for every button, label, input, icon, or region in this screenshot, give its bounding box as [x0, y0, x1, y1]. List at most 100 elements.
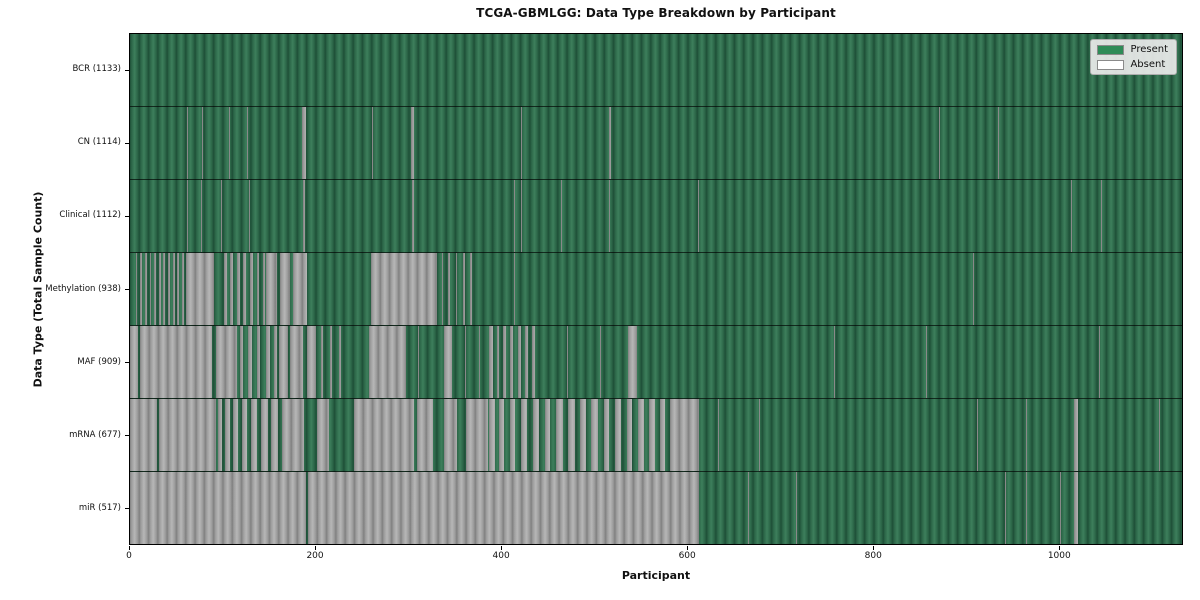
absent-segment — [509, 399, 516, 471]
absent-segment — [609, 180, 611, 252]
absent-segment — [747, 472, 749, 544]
absent-segment — [215, 326, 237, 398]
ytick-mark — [125, 215, 129, 217]
xtick-label-1000: 1000 — [1047, 551, 1071, 561]
absent-swatch — [1097, 59, 1125, 70]
absent-segment — [354, 399, 414, 471]
absent-segment — [221, 180, 223, 252]
absent-segment — [250, 253, 253, 325]
absent-segment — [416, 399, 434, 471]
row-container — [130, 34, 1182, 544]
absent-segment — [411, 180, 414, 252]
absent-segment — [591, 399, 598, 471]
absent-segment — [627, 326, 637, 398]
absent-segment — [520, 107, 522, 179]
row-miR — [130, 472, 1182, 544]
absent-segment — [158, 399, 216, 471]
absent-segment — [230, 253, 234, 325]
absent-segment — [1025, 472, 1027, 544]
absent-segment — [463, 253, 465, 325]
absent-segment — [532, 399, 540, 471]
xtick-mark — [501, 546, 503, 550]
absent-segment — [499, 399, 504, 471]
xtick-mark — [687, 546, 689, 550]
absent-segment — [177, 253, 180, 325]
absent-segment — [144, 253, 147, 325]
xtick-mark — [129, 546, 130, 550]
absent-segment — [274, 326, 277, 398]
absent-segment — [302, 107, 306, 179]
chart-title: TCGA-GBMLGG: Data Type Breakdown by Part… — [476, 6, 836, 20]
absent-segment — [292, 253, 307, 325]
absent-segment — [520, 180, 522, 252]
ytick-label-BCR: BCR (1133) — [72, 64, 122, 75]
legend-label-absent: Absent — [1130, 59, 1166, 70]
row-Methylation — [130, 253, 1182, 326]
absent-segment — [256, 326, 261, 398]
absent-segment — [256, 253, 260, 325]
absent-segment — [158, 253, 161, 325]
absent-segment — [370, 253, 437, 325]
absent-segment — [470, 253, 473, 325]
absent-segment — [698, 180, 700, 252]
absent-segment — [514, 253, 516, 325]
ytick-label-miR: miR (517) — [78, 502, 121, 513]
absent-segment — [977, 399, 979, 471]
present-swatch — [1097, 44, 1125, 55]
absent-segment — [531, 326, 535, 398]
absent-segment — [441, 253, 444, 325]
absent-segment — [520, 399, 528, 471]
absent-segment — [265, 326, 270, 398]
legend: Present Absent — [1090, 39, 1177, 75]
absent-segment — [525, 326, 529, 398]
absent-segment — [185, 253, 214, 325]
absent-segment — [496, 326, 500, 398]
ytick-label-mRNA: mRNA (677) — [69, 429, 121, 440]
absent-segment — [371, 107, 373, 179]
absent-segment — [263, 253, 265, 325]
absent-segment — [330, 326, 332, 398]
absent-segment — [1074, 472, 1078, 544]
absent-segment — [489, 326, 493, 398]
absent-segment — [503, 326, 506, 398]
absent-segment — [614, 399, 622, 471]
absent-segment — [410, 107, 414, 179]
absent-segment — [201, 107, 203, 179]
absent-segment — [465, 399, 489, 471]
absent-segment — [306, 326, 317, 398]
absent-segment — [626, 399, 633, 471]
absent-segment — [556, 399, 563, 471]
absent-segment — [1071, 180, 1073, 252]
legend-entry-present: Present — [1097, 44, 1168, 55]
absent-segment — [1025, 399, 1027, 471]
absent-segment — [560, 180, 562, 252]
absent-segment — [939, 107, 941, 179]
absent-segment — [1158, 399, 1160, 471]
absent-segment — [464, 326, 466, 398]
ytick-label-Methylation: Methylation (938) — [45, 283, 121, 294]
absent-segment — [140, 326, 212, 398]
absent-segment — [599, 326, 601, 398]
absent-segment — [218, 399, 223, 471]
absent-segment — [130, 472, 306, 544]
absent-segment — [250, 399, 258, 471]
xtick-mark — [873, 546, 875, 550]
ytick-mark — [125, 69, 129, 71]
ytick-mark — [125, 435, 129, 437]
absent-segment — [514, 180, 516, 252]
absent-segment — [834, 326, 836, 398]
absent-segment — [233, 399, 238, 471]
absent-segment — [168, 253, 170, 325]
absent-segment — [1005, 472, 1007, 544]
absent-segment — [568, 399, 575, 471]
absent-segment — [307, 472, 700, 544]
ytick-mark — [125, 289, 129, 290]
absent-segment — [609, 107, 611, 179]
absent-segment — [637, 399, 644, 471]
absent-segment — [239, 326, 244, 398]
absent-segment — [200, 180, 202, 252]
absent-segment — [567, 326, 569, 398]
absent-segment — [223, 253, 227, 325]
row-Clinical — [130, 180, 1182, 253]
